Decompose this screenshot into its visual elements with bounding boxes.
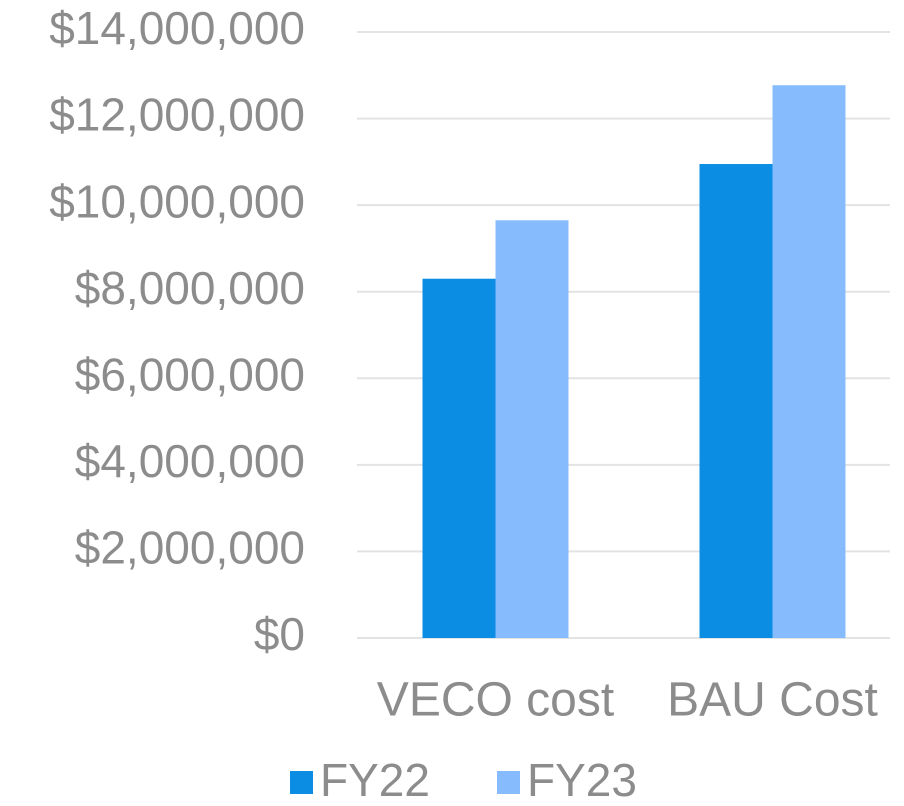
legend-label: FY22 [320,754,430,806]
bar [699,164,773,638]
y-tick-label: $4,000,000 [75,435,305,487]
y-tick-label: $0 [254,608,305,660]
bar [772,85,846,638]
y-tick-label: $14,000,000 [49,2,305,54]
y-tick-label: $2,000,000 [75,522,305,574]
bar [422,278,496,638]
legend-label: FY23 [527,754,637,806]
y-tick-label: $12,000,000 [49,89,305,141]
bar [495,220,569,639]
legend-swatch [497,771,520,794]
y-tick-label: $8,000,000 [75,262,305,314]
x-tick-label: BAU Cost [667,674,878,727]
y-tick-label: $10,000,000 [49,175,305,227]
legend-swatch [290,771,313,794]
x-tick-label: VECO cost [377,674,614,727]
y-tick-label: $6,000,000 [75,348,305,400]
